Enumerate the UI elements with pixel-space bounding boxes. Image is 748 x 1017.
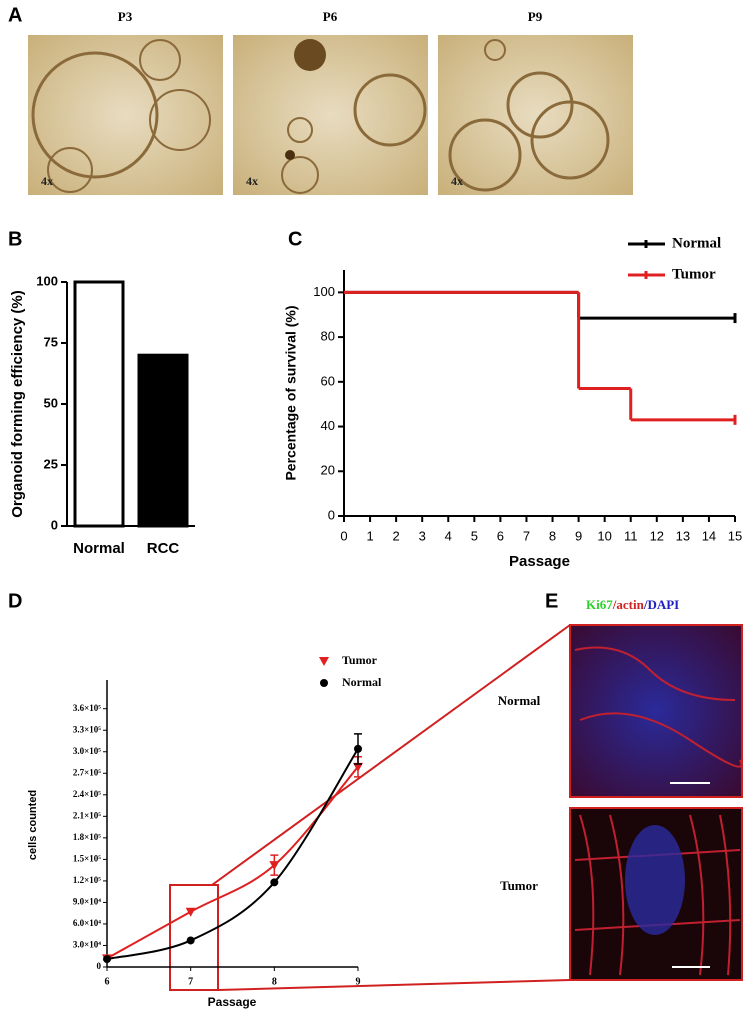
fit-curve [106,766,359,960]
y-tick-label: 60 [321,373,335,388]
x-tick-label: 0 [340,528,347,543]
x-tick-label: 10 [597,528,611,543]
bar [137,353,189,528]
data-point [186,936,195,945]
stain-part: actin [616,597,644,612]
y-tick-label: 3.0×10⁵ [73,746,101,756]
y-tick-label: 80 [321,329,335,344]
y-tick-label: 40 [321,418,335,433]
x-tick-label: 6 [497,528,504,543]
y-tick-label: 2.4×10⁵ [73,789,101,799]
bar [73,280,125,528]
y-tick-label: 75 [44,334,58,349]
x-tick-label: 8 [549,528,556,543]
legend-label: Normal [342,675,382,689]
magnification: 4x [246,174,258,188]
image-label: P9 [528,9,543,24]
fit-curve [106,748,359,961]
micrograph-p3 [28,35,223,195]
panel-letter: E [545,590,558,612]
y-tick-label: 2.7×10⁵ [73,767,101,777]
micrograph-p9 [438,35,633,195]
y-tick-label: 2.1×10⁵ [73,810,101,820]
zoom-indicator [169,624,571,991]
x-tick-label: 7 [188,976,193,987]
x-tick-label: 4 [445,528,452,543]
stain-part: DAPI [647,597,679,612]
stain-title: Ki67/actin/DAPI [586,597,679,612]
legend-label: Normal [672,235,721,251]
x-tick-label: Normal [73,540,125,557]
magnification: 4x [451,174,463,188]
stain-part: Ki67 [586,597,613,612]
y-tick-label: 6.0×10⁴ [73,918,101,928]
x-tick-label: 3 [419,528,426,543]
y-tick-label: 0 [328,507,335,522]
fluorescence-tumor [569,807,743,981]
x-axis-label: Passage [509,553,570,570]
x-tick-label: 5 [471,528,478,543]
x-tick-label: 11 [624,528,638,543]
data-point [103,955,111,964]
x-tick-label: 1 [366,528,373,543]
panel-letter: C [288,228,302,250]
legend-marker [319,657,329,666]
y-tick-label: 1.8×10⁵ [73,832,101,842]
stain-part: / [643,597,648,612]
x-tick-label: 2 [393,528,400,543]
y-tick-label: 3.3×10⁵ [73,724,101,734]
data-point [269,861,280,871]
x-tick-label: 12 [650,528,664,543]
y-tick-label: 25 [44,456,58,471]
y-tick-label: 1.5×10⁵ [73,853,101,863]
x-tick-label: 13 [676,528,690,543]
y-tick-label: 1.2×10⁵ [73,875,101,885]
legend-label: Tumor [672,266,716,282]
legend-marker [320,679,328,687]
legend-label: Tumor [342,653,378,667]
panel-letter: A [8,4,22,26]
x-tick-label: 15 [728,528,742,543]
x-tick-label: 7 [523,528,530,543]
y-tick-label: 3.6×10⁵ [73,703,101,713]
row-label: Tumor [500,878,538,893]
y-axis-label: Organoid forming efficiency (%) [9,290,26,518]
data-point [354,744,362,753]
data-point [270,878,279,887]
x-tick-label: 9 [356,976,361,987]
image-label: P6 [323,9,338,24]
row-label: Normal [498,693,541,708]
data-point [185,907,196,917]
y-tick-label: 50 [44,395,58,410]
y-tick-label: 100 [313,284,335,299]
image-label: P3 [118,9,133,24]
y-tick-label: 0 [51,517,58,532]
x-tick-label: 8 [272,976,277,987]
x-tick-label: 9 [575,528,582,543]
panel-letter: D [8,590,22,612]
micrograph-p6 [233,35,428,195]
y-tick-label: 100 [36,273,58,288]
y-tick-label: 3.0×10⁴ [73,940,101,950]
x-tick-label: 14 [702,528,716,543]
fluorescence-normal [569,624,743,798]
panel-letter: B [8,228,22,250]
data-point [353,762,363,772]
x-tick-label: 6 [105,976,110,987]
x-tick-label: RCC [147,540,180,557]
stain-part: / [612,597,617,612]
y-tick-label: 20 [321,463,335,478]
y-axis-label: Percentage of survival (%) [283,305,299,480]
y-tick-label: 9.0×10⁴ [73,896,101,906]
y-axis-label: cells counted [27,790,39,860]
y-tick-label: 0 [97,961,102,971]
magnification: 4x [41,174,53,188]
x-axis-label: Passage [208,995,257,1009]
